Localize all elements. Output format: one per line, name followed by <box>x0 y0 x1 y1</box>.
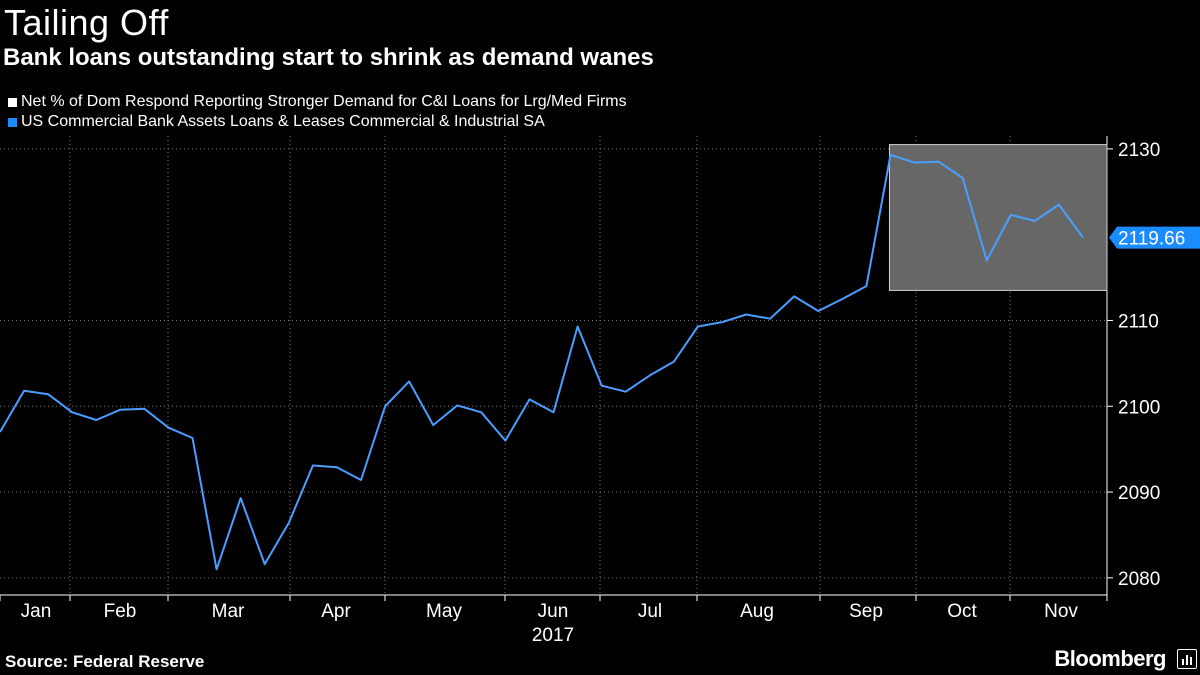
x-year-label: 2017 <box>532 625 574 646</box>
bloomberg-terminal-icon <box>1177 649 1197 669</box>
x-tick-label: Feb <box>104 601 137 622</box>
last-value-tag <box>1109 226 1200 249</box>
x-tick-label: Sep <box>849 601 883 622</box>
y-tick-label: 2110 <box>1118 311 1159 332</box>
chart-subtitle: Bank loans outstanding start to shrink a… <box>3 44 654 71</box>
y-tick-label: 2100 <box>1118 397 1160 418</box>
y-tick-label: 2130 <box>1118 140 1160 161</box>
series-line-loans <box>0 153 1084 571</box>
legend: Net % of Dom Respond Reporting Stronger … <box>8 92 627 132</box>
x-tick-label: Jan <box>21 601 52 622</box>
legend-label-demand: Net % of Dom Respond Reporting Stronger … <box>21 93 627 110</box>
legend-swatch-blue <box>8 117 17 127</box>
x-tick-label: Oct <box>947 601 977 622</box>
x-tick-label: Aug <box>740 601 774 622</box>
x-tick-label: Jul <box>638 601 662 622</box>
x-tick-label: May <box>426 601 462 622</box>
y-tick-label: 2080 <box>1118 569 1160 590</box>
source-note: Source: Federal Reserve <box>5 652 205 671</box>
chart-title: Tailing Off <box>4 2 169 43</box>
bloomberg-logo: Bloomberg <box>1054 646 1166 671</box>
x-tick-label: Nov <box>1044 601 1078 622</box>
y-tick-label: 2090 <box>1118 483 1160 504</box>
x-tick-label: Apr <box>321 601 351 622</box>
x-tick-label: Jun <box>538 601 569 622</box>
highlight-box <box>888 144 1108 291</box>
last-value-label: 2119.66 <box>1118 229 1185 250</box>
legend-item-demand: Net % of Dom Respond Reporting Stronger … <box>8 92 627 112</box>
legend-swatch-white <box>8 97 17 107</box>
legend-label-loans: US Commercial Bank Assets Loans & Leases… <box>21 113 545 130</box>
terminal-glyph-icon <box>1182 655 1192 665</box>
legend-item-loans: US Commercial Bank Assets Loans & Leases… <box>8 112 627 132</box>
x-tick-label: Mar <box>212 601 245 622</box>
